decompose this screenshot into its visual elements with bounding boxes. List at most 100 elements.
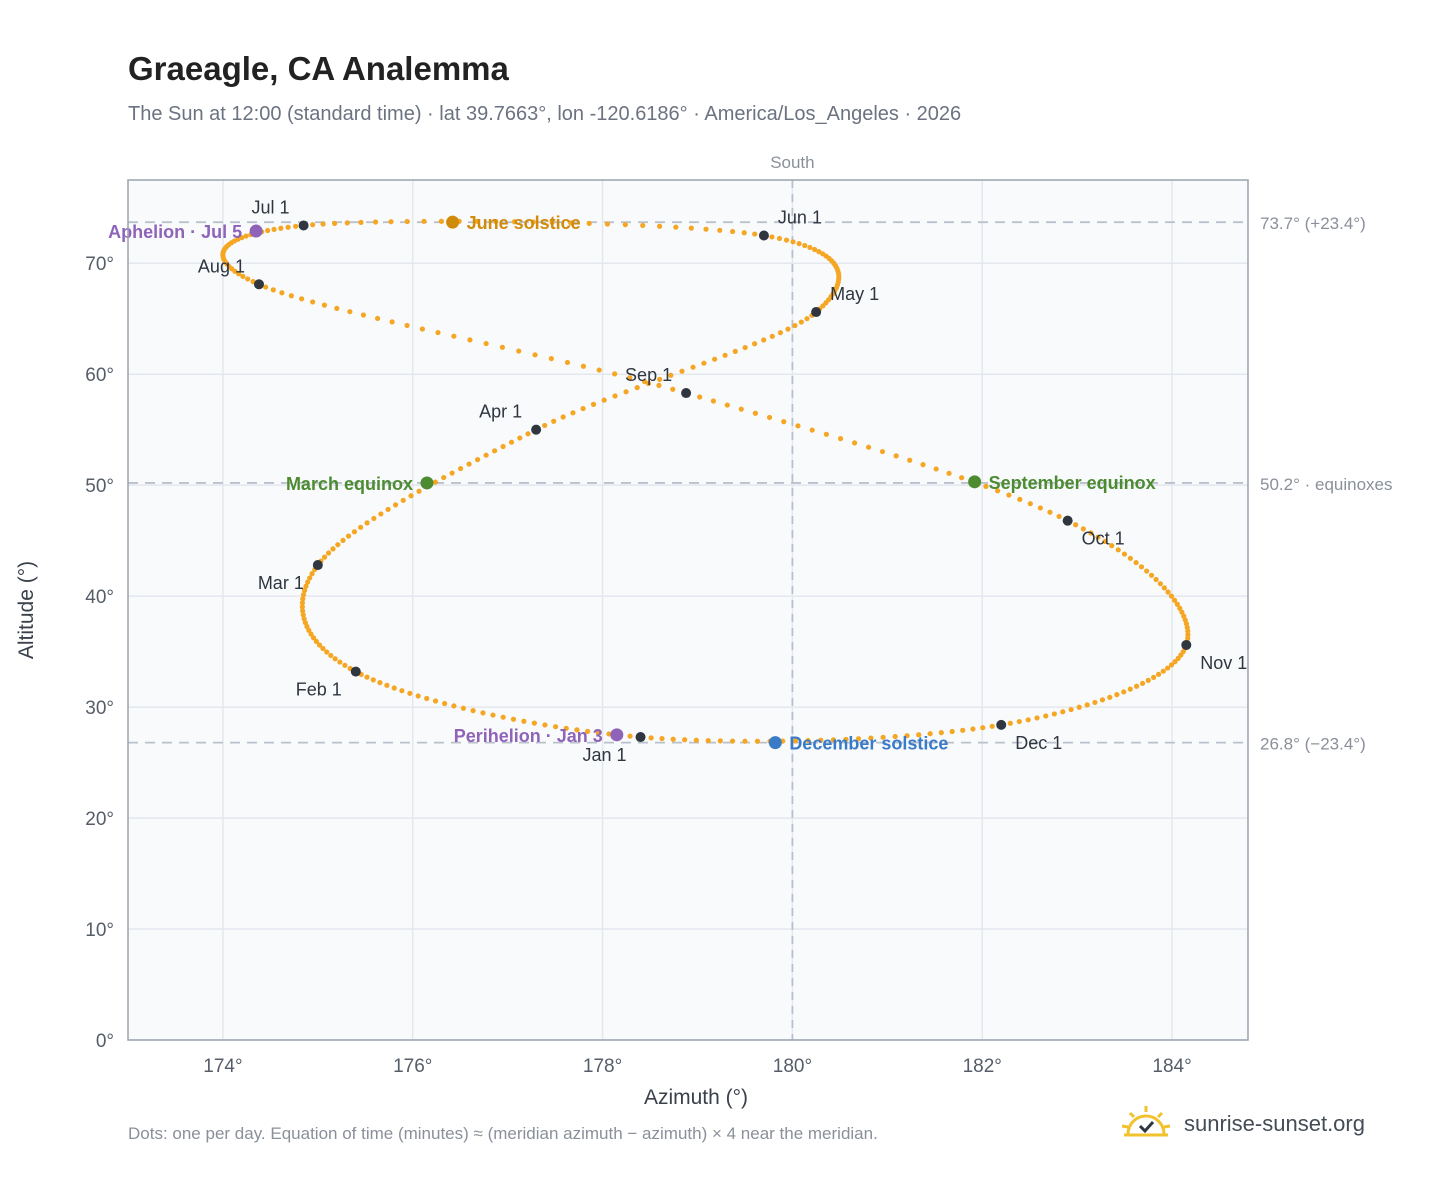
x-axis-title: Azimuth (°) (644, 1086, 748, 1109)
daily-sun-dot (441, 474, 447, 481)
daily-sun-dot (852, 440, 858, 446)
daily-sun-dot (1095, 534, 1101, 540)
daily-sun-dot (1043, 713, 1049, 719)
daily-sun-dot (525, 431, 531, 437)
daily-sun-dot (300, 592, 307, 598)
daily-sun-dot (435, 329, 441, 336)
event-marker-dot (610, 728, 624, 742)
daily-sun-dot (659, 735, 665, 742)
daily-sun-dot (1084, 702, 1090, 708)
daily-sun-dot (717, 227, 723, 233)
daily-sun-dot (1139, 680, 1146, 686)
daily-sun-dot (710, 398, 717, 404)
daily-sun-dot (532, 352, 538, 358)
daily-sun-dot (1127, 555, 1134, 561)
daily-sun-dot (1102, 538, 1108, 544)
daily-sun-dot (1174, 601, 1180, 607)
daily-sun-dot (818, 737, 824, 743)
daily-sun-dot (580, 363, 587, 369)
daily-sun-dot (415, 693, 421, 699)
daily-sun-dot (648, 735, 654, 741)
brand-logo[interactable]: sunrise-sunset.org (1120, 1102, 1365, 1146)
daily-sun-dot (866, 444, 872, 450)
daily-sun-dot (470, 708, 476, 714)
daily-sun-dot (668, 372, 674, 378)
daily-sun-dot (1151, 674, 1157, 680)
daily-sun-dot (457, 465, 464, 472)
month-marker-label: Sep 1 (625, 365, 672, 385)
daily-sun-dot (377, 680, 383, 686)
month-marker-dot (1062, 515, 1073, 526)
y-tick-label: 60° (85, 365, 114, 386)
event-marker-label: March equinox (286, 474, 413, 494)
daily-sun-dot (623, 389, 629, 395)
daily-sun-dot (604, 221, 611, 227)
daily-sun-dot (729, 738, 736, 744)
daily-sun-dot (332, 656, 338, 662)
daily-sun-dot (761, 337, 767, 343)
footnote: Dots: one per day. Equation of time (min… (128, 1124, 878, 1143)
daily-sun-dot (927, 731, 933, 737)
month-marker-label: Mar 1 (258, 573, 304, 593)
daily-sun-dot (916, 732, 922, 738)
daily-sun-dot (432, 698, 439, 704)
daily-sun-dot (358, 524, 364, 530)
chart-subtitle: The Sun at 12:00 (standard time) · lat 3… (128, 103, 962, 125)
daily-sun-dot (474, 218, 480, 224)
daily-sun-dot (792, 738, 798, 744)
daily-sun-dot (1099, 697, 1106, 703)
daily-sun-dot (321, 554, 328, 560)
event-marker-label: September equinox (989, 473, 1156, 493)
daily-sun-dot (516, 348, 522, 354)
y-axis-title: Altitude (°) (15, 561, 38, 659)
month-marker-label: Oct 1 (1082, 529, 1125, 549)
month-marker-dot (531, 424, 542, 435)
daily-sun-dot (548, 356, 554, 362)
daily-sun-dot (299, 600, 306, 606)
y-tick-label: 30° (85, 698, 114, 719)
daily-sun-dot (563, 725, 569, 731)
daily-sun-dot (820, 251, 826, 257)
daily-sun-dot (1025, 717, 1031, 723)
daily-sun-dot (657, 376, 663, 382)
reference-lines: South 73.7° (+23.4°) 50.2° · equinoxes 26.8… (128, 153, 1393, 1040)
month-marker-label: Jan 1 (582, 745, 626, 765)
daily-sun-dot (1153, 576, 1159, 583)
month-marker-label: Apr 1 (479, 402, 522, 422)
daily-sun-dot (511, 219, 518, 225)
daily-sun-dot (1017, 496, 1023, 502)
daily-sun-dot (754, 738, 761, 744)
daily-sun-dot (1037, 505, 1043, 511)
daily-sun-dot (517, 435, 523, 441)
daily-sun-dot (729, 228, 736, 235)
daily-sun-dot (804, 316, 810, 322)
month-marker-label: Nov 1 (1200, 653, 1247, 673)
event-marker-label: Aphelion · Jul 5 (108, 222, 242, 242)
daily-sun-dot (904, 733, 910, 739)
daily-sun-dot (301, 616, 307, 622)
brand-name: sunrise-sunset.org (1184, 1111, 1365, 1136)
daily-sun-dot (738, 406, 744, 412)
month-marker-dot (811, 307, 822, 318)
event-marker-dot (768, 736, 782, 750)
daily-sun-dot (460, 705, 466, 711)
daily-sun-dot (1007, 720, 1013, 726)
daily-sun-dot (342, 662, 348, 668)
daily-sun-dot (1177, 605, 1183, 611)
daily-sun-dot (392, 502, 399, 508)
daily-sun-dot (795, 423, 801, 429)
daily-sun-dot (1006, 492, 1012, 498)
month-marker-dot (350, 666, 361, 677)
daily-sun-dot (570, 410, 576, 416)
daily-sun-dot (308, 631, 314, 637)
daily-sun-dot (285, 224, 291, 230)
y-tick-label: 20° (85, 809, 114, 830)
daily-sun-dot (564, 359, 571, 366)
daily-sun-dot (552, 724, 559, 730)
daily-sun-dot (360, 312, 367, 318)
daily-sun-dot (1107, 694, 1113, 700)
daily-sun-dot (551, 418, 557, 424)
daily-sun-dot (1161, 585, 1167, 591)
daily-sun-dot (712, 356, 718, 362)
daily-sun-dot (391, 685, 397, 691)
